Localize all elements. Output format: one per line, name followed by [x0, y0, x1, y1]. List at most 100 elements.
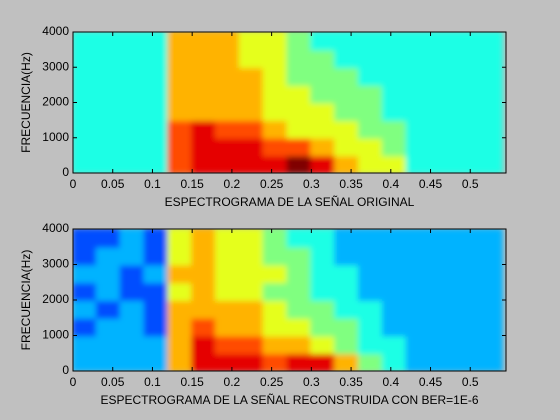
cell: [119, 48, 146, 69]
cell: [262, 352, 289, 371]
cell: [262, 83, 289, 104]
cell: [334, 229, 361, 248]
cell: [286, 32, 313, 51]
cell: [143, 83, 170, 104]
cell: [429, 101, 456, 122]
cell: [167, 154, 194, 173]
cell: [453, 334, 480, 355]
cell: [119, 154, 146, 173]
cell: [358, 154, 384, 173]
cell: [286, 299, 313, 319]
cell: [286, 101, 313, 122]
cell: [95, 101, 122, 122]
cell: [119, 229, 146, 248]
cell: [143, 352, 170, 371]
cell: [73, 281, 98, 301]
y-tick-label: 0: [62, 165, 69, 179]
cell: [453, 263, 480, 284]
cell: [119, 32, 146, 51]
cell: [95, 281, 122, 301]
cell: [405, 281, 432, 301]
cell: [95, 299, 122, 319]
cell: [286, 281, 313, 301]
cell: [95, 334, 122, 355]
cell: [453, 229, 480, 248]
cell: [453, 281, 480, 301]
x-tick-label: 0.25: [260, 375, 284, 389]
cell: [334, 101, 361, 122]
cell: [95, 119, 122, 139]
cell: [215, 281, 241, 301]
cell: [215, 119, 241, 139]
cell: [215, 229, 241, 248]
y-tick-label: 3000: [42, 59, 69, 73]
cell: [310, 83, 337, 104]
cell: [143, 136, 170, 157]
cell: [286, 334, 313, 355]
cell: [95, 316, 122, 337]
cell: [358, 136, 384, 157]
cell: [334, 263, 361, 284]
x-tick-label: 0.35: [339, 177, 363, 191]
cell: [405, 352, 432, 371]
cell: [453, 352, 480, 371]
cell: [381, 229, 408, 248]
cell: [405, 245, 432, 266]
cell: [143, 66, 170, 86]
y-axis-label: FRECUENCIA(Hz): [19, 250, 33, 351]
cell: [215, 334, 241, 355]
cell: [215, 245, 241, 266]
x-tick-label: 0.45: [419, 375, 443, 389]
cell: [167, 245, 194, 266]
cell: [238, 299, 265, 319]
cell: [215, 299, 241, 319]
cell: [334, 119, 361, 139]
x-tick-label: 0.5: [462, 177, 479, 191]
cell: [215, 263, 241, 284]
cell: [119, 263, 146, 284]
cell: [310, 281, 337, 301]
y-tick-label: 2000: [42, 95, 69, 109]
cell: [191, 263, 218, 284]
x-tick-label: 0.35: [339, 375, 363, 389]
cell: [310, 101, 337, 122]
cell: [215, 66, 241, 86]
x-tick-label: 0.1: [144, 375, 161, 389]
cell: [381, 154, 408, 173]
x-tick-label: 0.05: [101, 375, 125, 389]
cell: [215, 48, 241, 69]
cell: [334, 281, 361, 301]
cell: [334, 352, 361, 371]
spectrogram: [73, 229, 504, 371]
x-tick-label: 0.25: [260, 177, 284, 191]
cell: [262, 316, 289, 337]
cell: [477, 83, 504, 104]
cell: [477, 32, 504, 51]
cell: [310, 136, 337, 157]
cell: [453, 48, 480, 69]
cell: [286, 48, 313, 69]
cell: [143, 101, 170, 122]
cell: [167, 229, 194, 248]
cell: [238, 48, 265, 69]
cell: [453, 154, 480, 173]
cell: [191, 154, 218, 173]
cell: [381, 281, 408, 301]
cell: [477, 352, 504, 371]
cell: [405, 48, 432, 69]
cell: [143, 154, 170, 173]
cell: [191, 48, 218, 69]
spectrogram-cells: [73, 32, 504, 173]
cell: [73, 101, 98, 122]
y-tick-label: 1000: [42, 130, 69, 144]
cell: [191, 316, 218, 337]
cell: [73, 119, 98, 139]
cell: [262, 136, 289, 157]
cell: [334, 136, 361, 157]
cell: [215, 83, 241, 104]
cell: [238, 334, 265, 355]
cell: [95, 66, 122, 86]
cell: [358, 66, 384, 86]
cell: [119, 136, 146, 157]
x-tick-label: 0.3: [303, 375, 320, 389]
